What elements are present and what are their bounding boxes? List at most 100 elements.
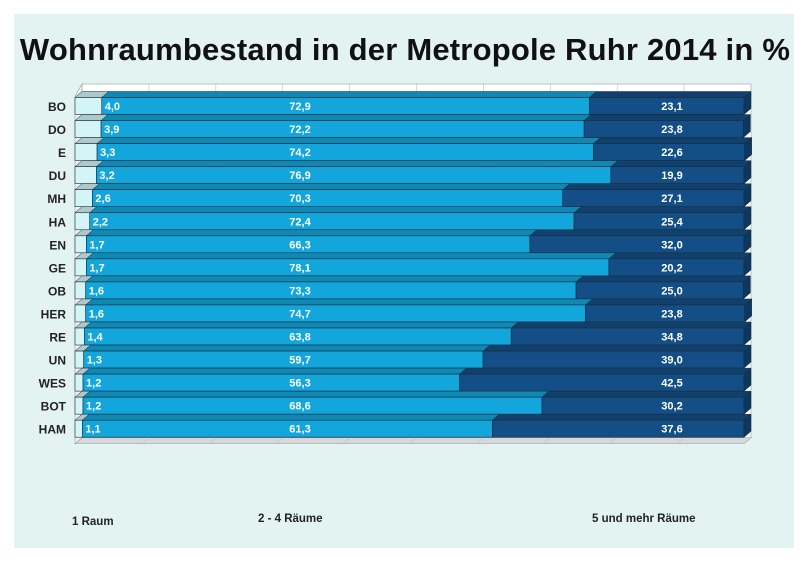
- bar-segment-un-s3: [482, 350, 745, 369]
- bar-segment-top-ob-s3: [575, 275, 752, 283]
- data-label-re-2-4-raeume: 63,8: [289, 332, 310, 344]
- bar-end-ob: [743, 275, 751, 300]
- bar-segment-ge-s2: [86, 258, 610, 277]
- data-label-ha-1-raum: 2,2: [93, 216, 108, 228]
- bar-end-ha: [743, 206, 752, 231]
- category-label-ob: OB: [48, 284, 66, 298]
- bar-segment-wes-s3: [459, 373, 745, 392]
- bar-segment-her-s2: [85, 304, 586, 323]
- bar-segment-en-s3: [529, 235, 745, 254]
- data-label-do-5-und-mehr: 23,8: [661, 124, 682, 136]
- legend-label-5-und-mehr-raeume: 5 und mehr Räume: [592, 513, 696, 525]
- data-label-en-1-raum: 1,7: [89, 239, 104, 251]
- gridline-floor: [476, 437, 484, 445]
- gridline-floor: [275, 437, 283, 445]
- bar-end-her: [744, 298, 752, 323]
- data-label-re-1-raum: 1,4: [87, 332, 103, 344]
- category-label-re: RE: [49, 331, 66, 345]
- bar-segment-ham-s3: [492, 419, 745, 438]
- bar-end-e: [744, 137, 752, 162]
- data-label-bo-5-und-mehr: 23,1: [661, 101, 682, 113]
- category-label-du: DU: [49, 169, 66, 183]
- data-label-bo-1-raum: 4,0: [105, 101, 120, 113]
- gridline-floor: [609, 437, 618, 445]
- bar-segment-ob-s2: [85, 281, 577, 300]
- data-label-mh-1-raum: 2,6: [95, 193, 110, 205]
- gridline-floor: [543, 437, 551, 445]
- data-label-ham-1-raum: 1,1: [85, 424, 100, 436]
- bar-segment-top-ob-s2: [85, 275, 584, 283]
- bar-segment-top-mh-s3: [562, 183, 752, 190]
- legend-label-1-raum: 1 Raum: [72, 516, 114, 528]
- data-label-bo-2-4-raeume: 72,9: [289, 101, 310, 113]
- bar-segment-e-s2: [96, 143, 594, 161]
- data-label-un-1-raum: 1,3: [87, 355, 102, 367]
- bar-segment-re-s1: [74, 327, 85, 346]
- bar-end-do: [743, 114, 751, 139]
- bar-segment-her-s1: [74, 304, 87, 323]
- data-label-ha-2-4-raeume: 72,4: [289, 216, 311, 228]
- bar-segment-top-ham-s3: [491, 413, 752, 421]
- bar-segment-un-s2: [83, 350, 484, 369]
- bar-segment-top-ge-s3: [608, 252, 752, 260]
- bar-segment-top-ha-s2: [89, 206, 582, 213]
- data-label-her-1-raum: 1,6: [89, 308, 104, 320]
- data-label-bot-5-und-mehr: 30,2: [661, 401, 682, 413]
- category-label-un: UN: [49, 354, 66, 368]
- data-label-ob-2-4-raeume: 73,3: [289, 285, 310, 297]
- bar-segment-un-s1: [74, 350, 84, 369]
- bar-segment-top-en-s2: [85, 229, 538, 237]
- bar-segment-top-re-s2: [83, 321, 519, 329]
- bar-segment-ha-s2: [89, 212, 575, 231]
- data-label-du-1-raum: 3,2: [99, 170, 114, 182]
- category-label-mh: MH: [47, 192, 66, 206]
- bar-segment-bo-s1: [74, 97, 103, 115]
- bar-segment-top-wes-s2: [82, 367, 468, 375]
- bar-segment-ham-s1: [74, 419, 83, 438]
- data-label-her-5-und-mehr: 23,8: [661, 308, 682, 320]
- bar-segment-top-her-s2: [85, 298, 594, 306]
- data-label-en-5-und-mehr: 32,0: [661, 239, 682, 251]
- bar-end-en: [743, 229, 752, 254]
- bar-segment-top-bo-s2: [101, 91, 598, 98]
- bar-segment-top-re-s3: [510, 321, 752, 329]
- bar-segment-e-s1: [74, 143, 98, 161]
- bar-segment-top-un-s3: [482, 344, 752, 352]
- data-label-e-2-4-raeume: 74,2: [289, 147, 310, 159]
- data-label-du-5-und-mehr: 19,9: [661, 170, 682, 182]
- bar-segment-top-en-s3: [529, 229, 752, 237]
- gridline-floor: [409, 437, 417, 445]
- bar-segment-top-bot-s3: [541, 390, 752, 398]
- data-label-e-5-und-mehr: 22,6: [661, 147, 682, 159]
- bar-segment-mh-s2: [92, 189, 564, 207]
- bar-segment-top-ge-s2: [85, 252, 617, 260]
- data-label-en-2-4-raeume: 66,3: [289, 239, 310, 251]
- data-label-ham-5-und-mehr: 37,6: [661, 424, 682, 436]
- bar-end-bot: [743, 390, 752, 415]
- data-label-do-1-raum: 3,9: [104, 124, 119, 136]
- bar-segment-do-s1: [74, 120, 102, 138]
- bar-end-re: [743, 321, 752, 346]
- data-label-ge-2-4-raeume: 78,1: [289, 262, 310, 274]
- data-label-ham-2-4-raeume: 61,3: [289, 424, 310, 436]
- bar-segment-ob-s3: [575, 281, 744, 300]
- data-label-wes-2-4-raeume: 56,3: [289, 378, 310, 390]
- bar-segment-wes-s1: [74, 373, 84, 392]
- bar-segment-top-un-s2: [83, 344, 491, 352]
- bar-segment-top-her-s3: [584, 298, 753, 306]
- data-label-re-5-und-mehr: 34,8: [661, 332, 682, 344]
- data-label-bot-1-raum: 1,2: [86, 401, 101, 413]
- category-label-bo: BO: [48, 100, 66, 114]
- bar-segment-re-s3: [510, 327, 745, 346]
- bar-segment-mh-s1: [74, 189, 93, 207]
- bar-segment-du-s2: [96, 166, 612, 184]
- data-label-ge-1-raum: 1,7: [89, 262, 104, 274]
- gridline-floor: [141, 437, 150, 445]
- bar-segment-wes-s2: [82, 373, 460, 392]
- data-label-do-2-4-raeume: 72,2: [289, 124, 310, 136]
- bar-segment-top-ham-s2: [81, 413, 501, 421]
- data-label-her-2-4-raeume: 74,7: [289, 308, 310, 320]
- bar-end-ge: [743, 252, 752, 277]
- gridline-floor: [208, 437, 217, 445]
- bar-segment-bot-s2: [82, 396, 543, 415]
